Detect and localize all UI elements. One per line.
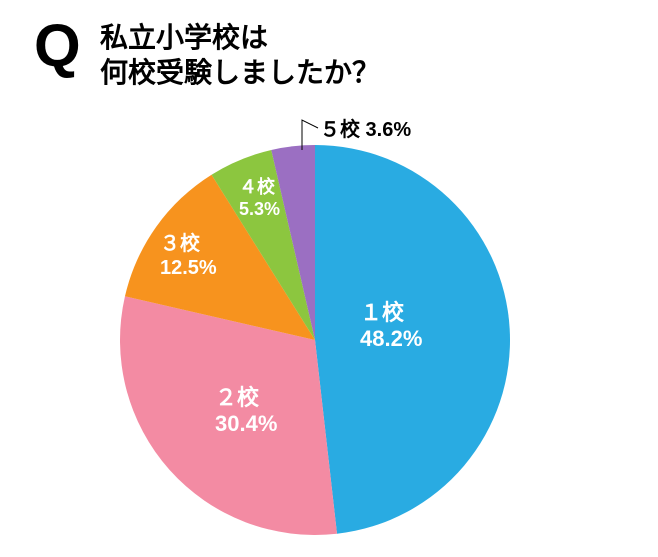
pie-svg — [120, 145, 510, 535]
pie-chart — [120, 145, 510, 540]
slice-label: １校 48.2% — [360, 300, 422, 353]
question-title: 私立小学校は 何校受験しましたか？ — [100, 20, 380, 90]
chart-canvas: Q 私立小学校は 何校受験しましたか？ １校 48.2% ２校 30.4% ３校 1… — [0, 0, 658, 557]
slice-label: ４校 5.3% — [239, 177, 280, 220]
slice-label: ３校 12.5% — [160, 232, 217, 280]
slice-label: ２校 30.4% — [215, 385, 277, 438]
question-mark-icon: Q — [34, 16, 81, 76]
slice-label-external: ５校 3.6% — [320, 118, 411, 142]
